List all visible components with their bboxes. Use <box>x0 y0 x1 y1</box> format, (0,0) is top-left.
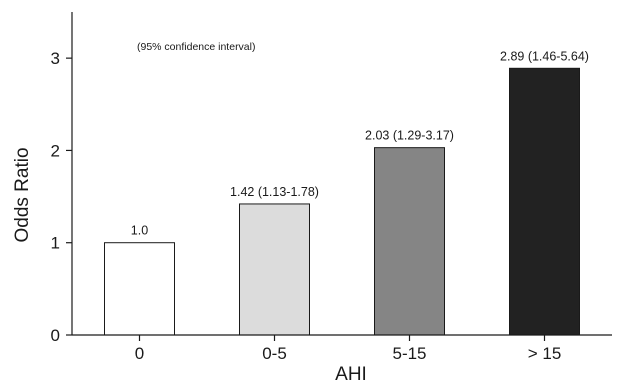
axes <box>71 12 612 336</box>
y-axis-title: Odds Ratio <box>12 147 33 242</box>
y-tick-label-2: 2 <box>51 141 60 160</box>
bar-value-label-3: 2.89 (1.46-5.64) <box>500 49 589 63</box>
bar-value-label-0: 1.0 <box>131 224 148 238</box>
x-tick-label-1: 0-5 <box>262 344 287 363</box>
x-tick-label-2: 5-15 <box>392 344 426 363</box>
x-tick-label-3: > 15 <box>528 344 562 363</box>
bar-0 <box>104 242 175 336</box>
bar-value-label-2: 2.03 (1.29-3.17) <box>365 129 454 143</box>
x-axis-title: AHI <box>335 364 367 385</box>
x-ticks: 0 0-5 5-15 > 15 <box>135 335 562 363</box>
y-tick-label-3: 3 <box>51 49 60 68</box>
data-labels: 1.0 1.42 (1.13-1.78) 2.03 (1.29-3.17) 2.89 … <box>131 49 589 237</box>
y-tick-label-1: 1 <box>51 234 60 253</box>
x-tick-label-0: 0 <box>135 344 144 363</box>
bar-2 <box>374 147 445 336</box>
bar-3 <box>509 67 580 336</box>
bars <box>104 67 580 336</box>
y-ticks: 0 1 2 3 <box>51 49 72 345</box>
y-tick-label-0: 0 <box>51 326 60 345</box>
bar-1 <box>239 203 310 336</box>
confidence-interval-note: (95% confidence interval) <box>137 41 255 53</box>
bar-value-label-1: 1.42 (1.13-1.78) <box>230 185 319 199</box>
